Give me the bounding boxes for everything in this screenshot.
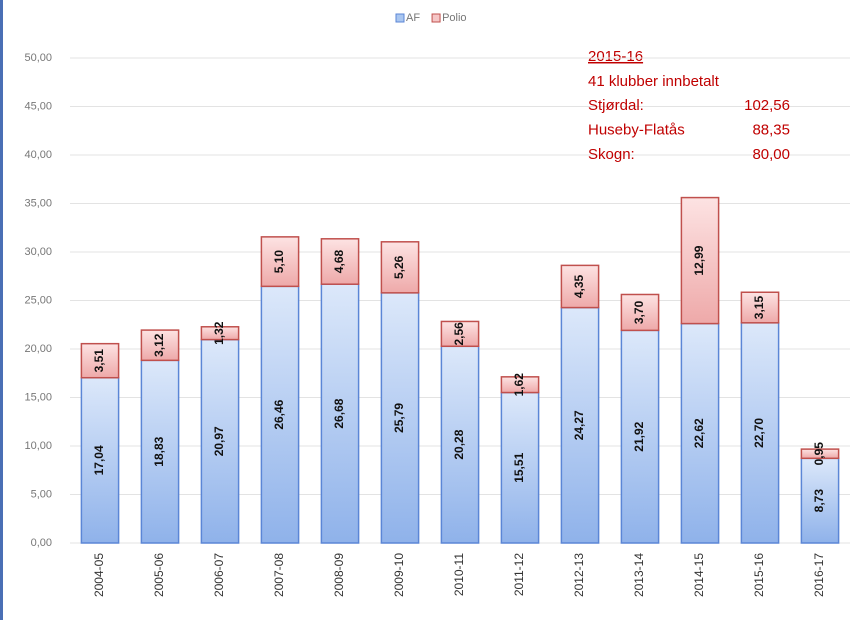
annotation-value: 80,00 <box>752 146 790 163</box>
bar-segment <box>380 292 420 544</box>
value-label: 24,27 <box>572 410 586 440</box>
bar-segment <box>260 236 300 288</box>
y-tick-label: 15,00 <box>24 391 52 403</box>
bar-segment <box>80 376 120 544</box>
value-label: 3,15 <box>752 296 766 320</box>
y-tick-label: 40,00 <box>24 149 52 161</box>
value-label: 18,83 <box>152 436 166 466</box>
annotation-value: 102,56 <box>744 97 790 114</box>
legend-swatch <box>431 13 441 23</box>
x-tick-label: 2011-12 <box>512 553 526 596</box>
bar-segment <box>740 291 780 324</box>
value-label: 1,62 <box>512 373 526 397</box>
bar-segment <box>500 376 540 394</box>
value-label: 20,97 <box>212 426 226 456</box>
value-label: 4,35 <box>572 274 586 298</box>
annotation-label: Huseby-Flatås <box>588 121 685 138</box>
value-label: 21,92 <box>632 421 646 451</box>
x-tick-label: 2009-10 <box>392 553 406 597</box>
y-tick-label: 0,00 <box>31 537 52 549</box>
bar-segment <box>740 322 780 544</box>
bar-segment <box>140 359 180 544</box>
bar-segment <box>380 241 420 294</box>
x-tick-label: 2010-11 <box>452 553 466 596</box>
legend-swatch <box>395 13 405 23</box>
value-label: 0,95 <box>812 442 826 466</box>
value-label: 3,70 <box>632 300 646 324</box>
bar-segment <box>560 306 600 544</box>
annotation-label: Stjørdal: <box>588 97 644 114</box>
x-tick-label: 2008-09 <box>332 553 346 597</box>
frame-edge <box>0 0 3 620</box>
bar-segment <box>440 345 480 544</box>
y-tick-label: 25,00 <box>24 294 52 306</box>
value-label: 22,62 <box>692 418 706 448</box>
value-label: 5,10 <box>272 250 286 274</box>
value-label: 22,70 <box>752 418 766 448</box>
annotation-label: Skogn: <box>588 146 635 163</box>
bar-segment <box>200 338 240 544</box>
value-label: 25,79 <box>392 403 406 433</box>
annotation-subtitle: 41 klubber innbetalt <box>588 73 720 90</box>
legend-label: Polio <box>442 12 466 24</box>
legend: AF Polio <box>395 12 467 24</box>
y-tick-label: 30,00 <box>24 246 52 258</box>
value-label: 26,46 <box>272 399 286 429</box>
value-label: 12,99 <box>692 245 706 275</box>
bar-segment <box>500 391 540 544</box>
x-tick-label: 2014-15 <box>692 553 706 597</box>
bar-segment <box>680 196 720 325</box>
y-tick-label: 20,00 <box>24 343 52 355</box>
bar-segment <box>200 326 240 341</box>
x-tick-label: 2006-07 <box>212 553 226 597</box>
value-label: 3,12 <box>152 333 166 357</box>
bar-segment <box>140 329 180 362</box>
value-label: 5,26 <box>392 255 406 279</box>
x-tick-label: 2007-08 <box>272 553 286 597</box>
value-label: 1,32 <box>212 321 226 345</box>
bar-segment <box>560 264 600 309</box>
x-tick-label: 2012-13 <box>572 553 586 597</box>
x-tick-label: 2004-05 <box>92 553 106 597</box>
bar-segment <box>320 238 360 285</box>
annotation-value: 88,35 <box>752 121 790 138</box>
bar-segment <box>620 293 660 332</box>
value-label: 8,73 <box>812 489 826 513</box>
value-label: 4,68 <box>332 250 346 274</box>
x-tick-label: 2013-14 <box>632 553 646 597</box>
value-label: 2,56 <box>452 322 466 346</box>
y-tick-label: 5,00 <box>31 488 52 500</box>
value-label: 15,51 <box>512 452 526 482</box>
bar-segment <box>440 320 480 348</box>
bar-segment <box>680 322 720 544</box>
x-tick-label: 2015-16 <box>752 553 766 597</box>
bar-segment <box>800 448 840 460</box>
bar-segment <box>800 457 840 544</box>
x-tick-label: 2005-06 <box>152 553 166 597</box>
bar-segment <box>620 329 660 544</box>
value-label: 3,51 <box>92 349 106 373</box>
bar-segment <box>260 285 300 544</box>
y-tick-label: 50,00 <box>24 52 52 64</box>
bar-segment <box>320 283 360 544</box>
y-tick-label: 10,00 <box>24 440 52 452</box>
annotation-title: 2015-16 <box>588 48 643 65</box>
bar-segment <box>80 342 120 379</box>
value-label: 20,28 <box>452 429 466 459</box>
y-tick-label: 35,00 <box>24 197 52 209</box>
legend-label: AF <box>406 12 420 24</box>
value-label: 17,04 <box>92 445 106 475</box>
value-label: 26,68 <box>332 398 346 428</box>
x-tick-label: 2016-17 <box>812 553 826 597</box>
y-tick-label: 45,00 <box>24 100 52 112</box>
